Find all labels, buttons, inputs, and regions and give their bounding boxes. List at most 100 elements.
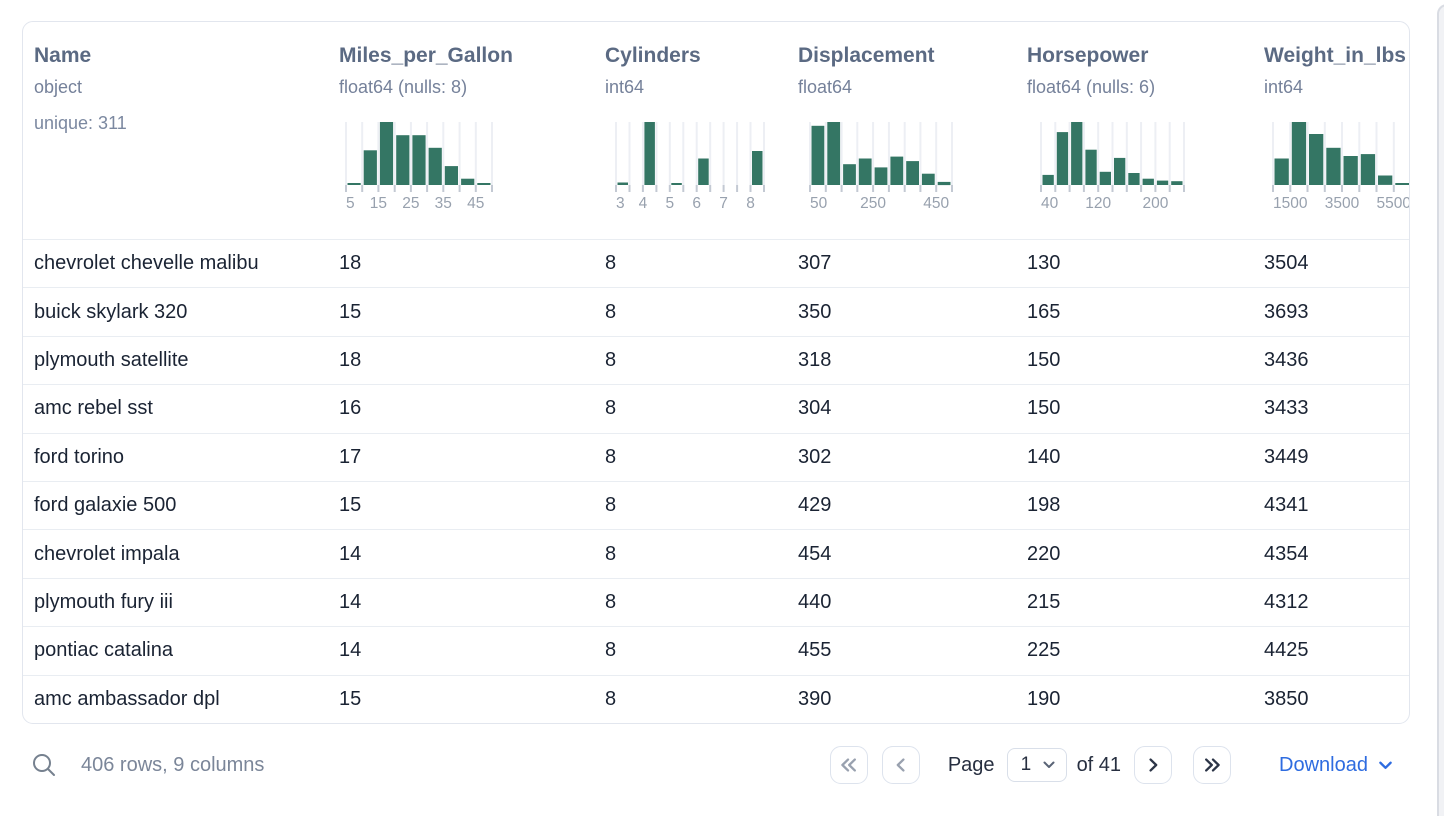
svg-text:1500: 1500 [1273, 195, 1308, 212]
column-header-Weight_in_lbs[interactable]: Weight_in_lbs int64 1500 3500 5500 [1264, 41, 1410, 239]
table-cell: 4341 [1264, 494, 1309, 517]
table-cell: ford torino [34, 445, 125, 468]
svg-text:35: 35 [435, 195, 452, 212]
table-cell: 15 [339, 687, 362, 710]
table-row[interactable]: amc rebel sst 16 8 304 150 3433 [23, 384, 1409, 432]
table-cell: 165 [1027, 300, 1061, 323]
table-cell: pontiac catalina [34, 639, 173, 662]
table-cell: amc ambassador dpl [34, 687, 220, 710]
table-cell: plymouth fury iii [34, 590, 173, 613]
svg-text:25: 25 [402, 195, 419, 212]
table-cell: 8 [605, 639, 617, 662]
svg-text:7: 7 [719, 195, 728, 212]
table-cell: 3504 [1264, 252, 1309, 275]
column-name: Miles_per_Gallon [339, 44, 513, 67]
table-cell: 15 [339, 300, 362, 323]
table-cell: buick skylark 320 [34, 300, 188, 323]
column-name: Horsepower [1027, 44, 1149, 67]
svg-text:3: 3 [616, 195, 625, 212]
table-cell: 8 [605, 542, 617, 565]
column-header-Cylinders[interactable]: Cylinders int64 3 4 5 6 7 8 [605, 41, 798, 239]
last-page-button[interactable] [1193, 746, 1232, 784]
table-body: chevrolet chevelle malibu 18 8 307 130 3504 bu… [23, 239, 1409, 723]
double-chevron-right-icon [1205, 758, 1220, 772]
table-cell: 14 [339, 590, 362, 613]
table-row[interactable]: pontiac catalina 14 8 455 225 4425 [23, 626, 1409, 674]
histogram-Weight_in_lbs[interactable]: 1500 3500 5500 [1272, 122, 1410, 217]
column-type: float64 (nulls: 8) [339, 77, 468, 97]
table-row[interactable]: ford galaxie 500 15 8 429 198 4341 [23, 480, 1409, 529]
table-cell: 304 [798, 397, 832, 420]
download-label: Download [1279, 753, 1368, 776]
table-row[interactable]: plymouth fury iii 14 8 440 215 4312 [23, 577, 1409, 626]
table-cell: 3850 [1264, 687, 1309, 710]
table-cell: 8 [605, 300, 617, 323]
table-cell: 455 [798, 639, 832, 662]
table-cell: 14 [339, 639, 362, 662]
first-page-button[interactable] [829, 746, 868, 784]
table-cell: 8 [605, 494, 617, 517]
table-cell: 3436 [1264, 348, 1309, 371]
svg-text:120: 120 [1085, 195, 1111, 212]
svg-text:5: 5 [346, 195, 355, 212]
column-type: int64 [1264, 77, 1304, 97]
page-total-label: of 41 [1076, 753, 1122, 776]
table-cell: 8 [605, 687, 617, 710]
table-cell: 17 [339, 445, 362, 468]
chevron-right-icon [1149, 758, 1158, 772]
chevron-down-icon [1043, 761, 1055, 768]
table-cell: 4312 [1264, 590, 1309, 613]
double-chevron-left-icon [841, 758, 856, 772]
table-cell: 18 [339, 348, 362, 371]
next-page-button[interactable] [1134, 746, 1173, 784]
table-cell: 4425 [1264, 639, 1309, 662]
svg-text:6: 6 [692, 195, 701, 212]
histogram-Horsepower[interactable]: 40 120 200 [1040, 122, 1185, 217]
page-select[interactable]: 1 [1006, 748, 1067, 782]
table-cell: 8 [605, 590, 617, 613]
table-cell: 150 [1027, 348, 1061, 371]
table-row[interactable]: buick skylark 320 15 8 350 165 3693 [23, 287, 1409, 335]
svg-text:4: 4 [639, 195, 648, 212]
table-cell: 215 [1027, 590, 1061, 613]
column-header-Miles_per_Gallon[interactable]: Miles_per_Gallon float64 (nulls: 8) 5 15 25 3… [339, 41, 605, 239]
table-cell: 4354 [1264, 542, 1309, 565]
svg-text:15: 15 [370, 195, 387, 212]
histogram-Displacement[interactable]: 50 250 450 [809, 122, 953, 217]
column-header-Horsepower[interactable]: Horsepower float64 (nulls: 6) 40 120 200 [1027, 41, 1264, 239]
prev-page-button[interactable] [881, 746, 920, 784]
table-row[interactable]: ford torino 17 8 302 140 3449 [23, 432, 1409, 481]
page-label: Page [947, 753, 995, 776]
svg-text:50: 50 [810, 195, 828, 212]
column-header-Name[interactable]: Name object unique: 311 [23, 41, 339, 239]
table-row[interactable]: plymouth satellite 18 8 318 150 3436 [23, 335, 1409, 384]
adjacent-panel-edge [1437, 4, 1444, 816]
table-cell: 3449 [1264, 445, 1309, 468]
table-cell: 190 [1027, 687, 1061, 710]
table-cell: 220 [1027, 542, 1061, 565]
table-cell: 454 [798, 542, 832, 565]
table-row[interactable]: chevrolet chevelle malibu 18 8 307 130 3504 [23, 239, 1409, 287]
download-button[interactable]: Download [1279, 754, 1394, 777]
column-type: float64 [798, 77, 853, 97]
svg-text:250: 250 [860, 195, 886, 212]
table-cell: 16 [339, 397, 362, 420]
table-row[interactable]: chevrolet impala 14 8 454 220 4354 [23, 529, 1409, 577]
svg-text:200: 200 [1142, 195, 1168, 212]
table-cell: 3433 [1264, 397, 1309, 420]
svg-text:5: 5 [665, 195, 674, 212]
histogram-Miles_per_Gallon[interactable]: 5 15 25 35 45 [345, 122, 493, 217]
table-cell: 318 [798, 348, 832, 371]
table-row[interactable]: amc ambassador dpl 15 8 390 190 3850 [23, 674, 1409, 723]
chevron-left-icon [896, 758, 905, 772]
column-name: Displacement [798, 44, 935, 67]
table-cell: 18 [339, 252, 362, 275]
search-button[interactable] [22, 752, 57, 778]
table-cell: 8 [605, 348, 617, 371]
column-header-Displacement[interactable]: Displacement float64 50 250 450 [798, 41, 1027, 239]
svg-text:5500: 5500 [1377, 195, 1410, 212]
table-cell: 3693 [1264, 300, 1309, 323]
